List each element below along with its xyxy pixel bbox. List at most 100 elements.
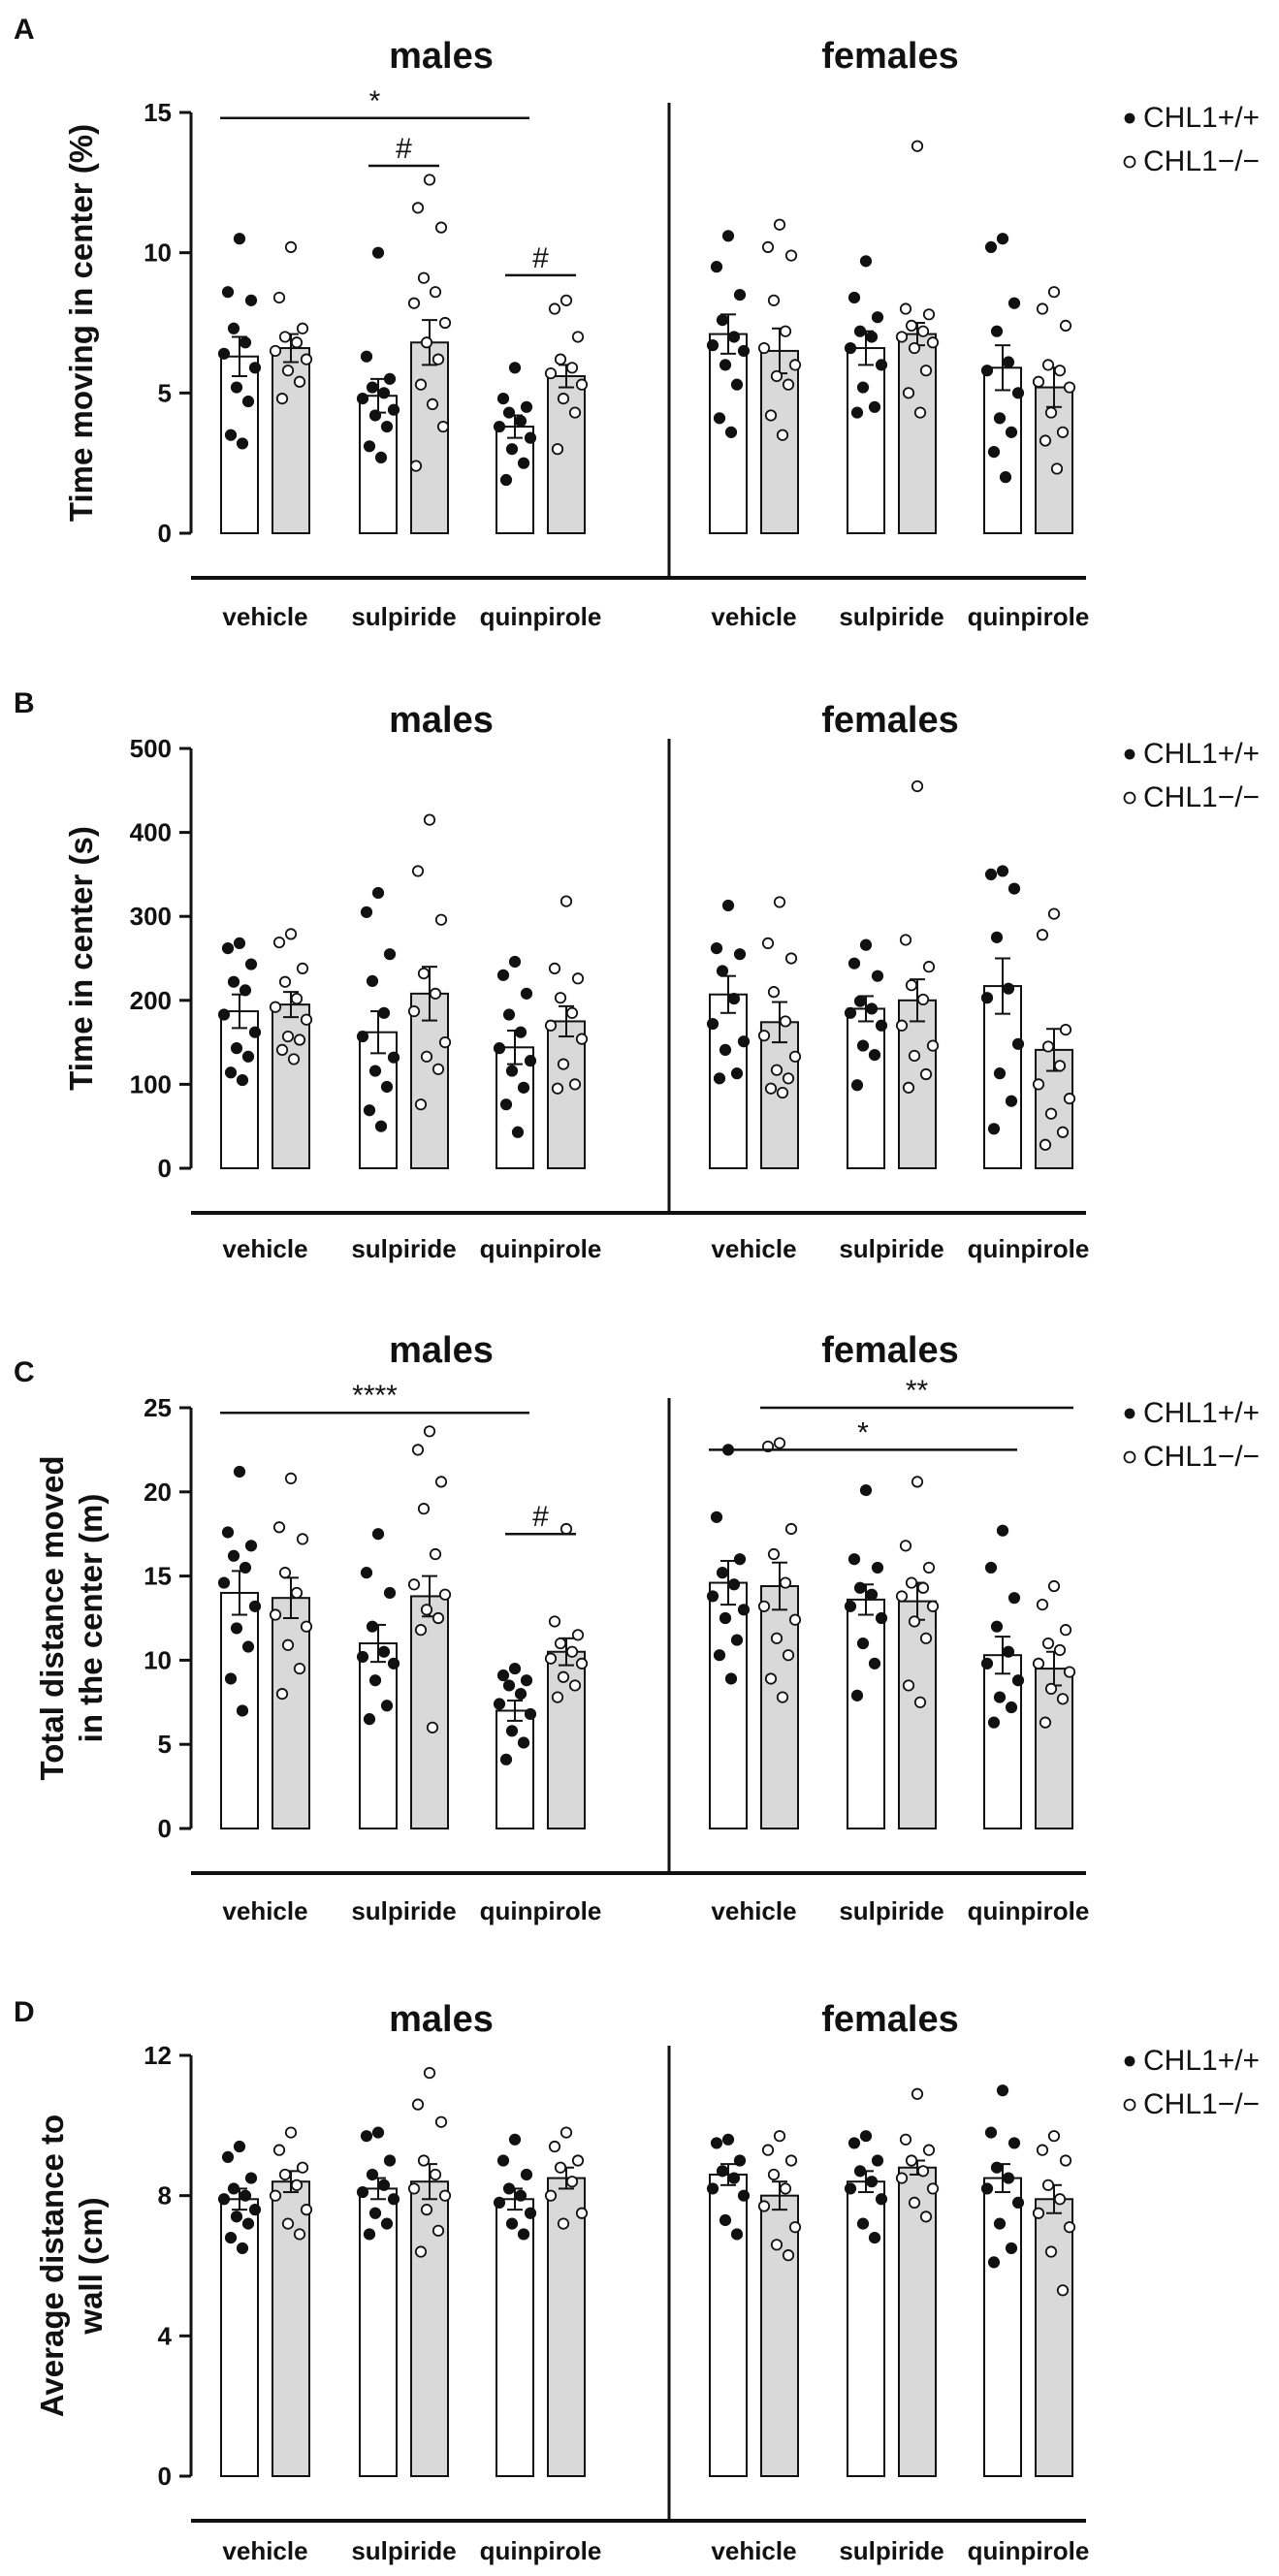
legend-label: CHL1+/+ <box>1143 102 1260 134</box>
data-point <box>1005 426 1018 438</box>
title-females: females <box>821 1330 959 1371</box>
data-point <box>844 341 857 355</box>
data-point <box>436 420 450 433</box>
data-point <box>730 2228 744 2241</box>
data-point <box>356 2185 369 2199</box>
y-tick-label: 5 <box>158 378 172 407</box>
data-point <box>895 2172 909 2184</box>
data-point <box>1047 907 1061 920</box>
y-tick-label: 0 <box>158 519 172 548</box>
data-point <box>517 1736 530 1749</box>
significance-label: ** <box>906 1375 929 1407</box>
data-point <box>557 2217 570 2230</box>
data-point <box>366 974 379 987</box>
data-point <box>1002 2172 1015 2184</box>
data-point <box>426 398 439 411</box>
data-point <box>764 1672 778 1685</box>
data-point <box>859 2130 873 2143</box>
y-tick-label: 10 <box>144 1645 172 1674</box>
data-point <box>850 406 864 419</box>
data-point <box>368 1065 382 1077</box>
data-point <box>868 2231 881 2244</box>
data-point <box>366 2168 379 2181</box>
data-point <box>905 1576 918 1589</box>
data-point <box>296 962 309 974</box>
data-point <box>290 1586 304 1600</box>
bar <box>760 2194 799 2478</box>
x-category-label: quinpirole <box>968 602 1090 631</box>
data-point <box>241 395 255 408</box>
data-point <box>248 1026 262 1038</box>
y-axis-label-line: Time in center (s) <box>63 826 99 1091</box>
data-point <box>767 2168 781 2181</box>
data-point <box>368 1674 382 1687</box>
data-point <box>757 2200 771 2212</box>
data-point <box>710 942 723 955</box>
data-point <box>902 387 915 399</box>
x-category-label: vehicle <box>222 1234 307 1263</box>
data-point <box>360 350 373 363</box>
data-point <box>788 1613 802 1626</box>
x-category-label: vehicle <box>711 602 796 631</box>
data-point <box>847 291 861 304</box>
legend-marker <box>1124 748 1135 760</box>
data-point <box>779 2182 792 2195</box>
x-category-label: sulpiride <box>839 2536 943 2565</box>
significance-label: **** <box>352 1380 398 1412</box>
data-point <box>524 1055 537 1067</box>
data-point <box>493 1698 506 1710</box>
data-point <box>432 1063 445 1075</box>
data-point <box>776 1691 789 1703</box>
data-point <box>913 406 927 419</box>
y-tick-label: 0 <box>158 2462 172 2491</box>
legend-marker <box>1123 155 1136 169</box>
legend-label: CHL1−/− <box>1143 145 1260 177</box>
data-point <box>241 1640 255 1653</box>
data-point <box>905 319 918 332</box>
data-point <box>551 1082 564 1095</box>
data-point <box>221 942 235 955</box>
data-point <box>366 381 379 394</box>
data-point <box>1036 2144 1049 2156</box>
data-point <box>908 1615 921 1628</box>
data-point <box>1059 2154 1072 2167</box>
y-tick-label: 25 <box>144 1393 172 1422</box>
x-category-label: quinpirole <box>480 2536 602 2565</box>
data-point <box>1007 297 1021 309</box>
data-point <box>544 1019 558 1032</box>
y-tick-label: 100 <box>130 1069 172 1098</box>
data-point <box>1032 1078 1045 1091</box>
data-point <box>565 1645 579 1658</box>
data-point <box>374 451 388 463</box>
data-point <box>290 2178 304 2191</box>
data-point <box>371 2126 385 2139</box>
data-point <box>770 1632 783 1644</box>
legend-marker <box>1123 791 1136 805</box>
data-point <box>248 1600 262 1612</box>
y-axis-label: Time in center (s) <box>63 826 99 1091</box>
y-tick-label: 0 <box>158 1154 172 1183</box>
data-point <box>278 975 292 988</box>
x-category-label: vehicle <box>222 1896 307 1925</box>
data-point <box>993 412 1007 425</box>
data-point <box>374 1120 388 1132</box>
panel-letter: B <box>14 687 35 719</box>
data-point <box>922 308 936 321</box>
data-point <box>565 362 579 374</box>
y-tick-label: 12 <box>144 2041 172 2070</box>
data-point <box>557 393 570 405</box>
data-point <box>875 1019 888 1032</box>
data-point <box>363 440 376 453</box>
data-point <box>496 1669 510 1682</box>
data-point <box>847 2137 861 2149</box>
data-point <box>737 344 751 358</box>
title-males: males <box>389 700 494 741</box>
bar <box>272 1597 310 1829</box>
data-point <box>922 2144 936 2156</box>
data-point <box>706 1590 719 1603</box>
data-point <box>1007 2137 1021 2149</box>
data-point <box>716 1567 729 1579</box>
data-point <box>499 473 513 487</box>
legend-marker <box>1124 1408 1135 1419</box>
data-point <box>1039 1138 1052 1151</box>
